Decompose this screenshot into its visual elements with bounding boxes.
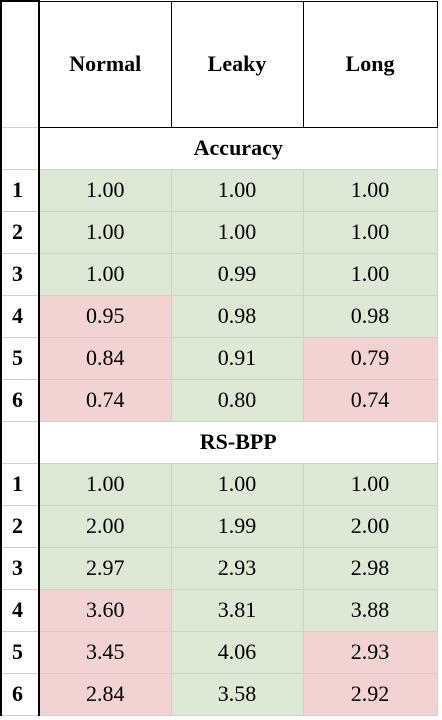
value-cell[interactable]: 0.80 — [170, 378, 304, 422]
value-cell[interactable]: 0.98 — [302, 294, 438, 338]
section-title[interactable]: Accuracy — [38, 126, 438, 170]
value-cell[interactable]: 3.81 — [170, 588, 304, 632]
section-title[interactable]: RS-BPP — [38, 420, 438, 464]
value-cell[interactable]: 3.60 — [38, 588, 172, 632]
row-index[interactable]: 5 — [0, 630, 40, 674]
corner-cell — [0, 0, 40, 128]
value-cell[interactable]: 2.93 — [170, 546, 304, 590]
row-index[interactable]: 1 — [0, 168, 40, 212]
value-cell[interactable]: 4.06 — [170, 630, 304, 674]
section-index-blank — [0, 126, 40, 170]
value-cell[interactable]: 2.93 — [302, 630, 438, 674]
table-row: 5 0.84 0.91 0.79 — [0, 336, 438, 380]
section-header-row: RS-BPP — [0, 420, 438, 464]
column-header-leaky[interactable]: Leaky — [170, 0, 304, 128]
value-cell[interactable]: 1.00 — [170, 210, 304, 254]
row-index[interactable]: 1 — [0, 462, 40, 506]
value-cell[interactable]: 1.99 — [170, 504, 304, 548]
table-row: 3 1.00 0.99 1.00 — [0, 252, 438, 296]
value-cell[interactable]: 2.98 — [302, 546, 438, 590]
value-cell[interactable]: 2.84 — [38, 672, 172, 716]
value-cell[interactable]: 1.00 — [38, 252, 172, 296]
table-row: 2 1.00 1.00 1.00 — [0, 210, 438, 254]
row-index[interactable]: 4 — [0, 294, 40, 338]
value-cell[interactable]: 0.91 — [170, 336, 304, 380]
value-cell[interactable]: 0.79 — [302, 336, 438, 380]
value-cell[interactable]: 2.97 — [38, 546, 172, 590]
value-cell[interactable]: 1.00 — [302, 252, 438, 296]
row-index[interactable]: 6 — [0, 378, 40, 422]
table-row: 4 0.95 0.98 0.98 — [0, 294, 438, 338]
column-header-normal[interactable]: Normal — [38, 0, 172, 128]
column-header-long[interactable]: Long — [302, 0, 438, 128]
table-row: 5 3.45 4.06 2.93 — [0, 630, 438, 674]
row-index[interactable]: 3 — [0, 252, 40, 296]
value-cell[interactable]: 3.88 — [302, 588, 438, 632]
value-cell[interactable]: 2.00 — [38, 504, 172, 548]
row-index[interactable]: 6 — [0, 672, 40, 716]
value-cell[interactable]: 3.58 — [170, 672, 304, 716]
value-cell[interactable]: 0.74 — [302, 378, 438, 422]
value-cell[interactable]: 1.00 — [170, 168, 304, 212]
value-cell[interactable]: 0.74 — [38, 378, 172, 422]
value-cell[interactable]: 1.00 — [38, 210, 172, 254]
value-cell[interactable]: 3.45 — [38, 630, 172, 674]
value-cell[interactable]: 0.99 — [170, 252, 304, 296]
section-header-row: Accuracy — [0, 126, 438, 170]
table-row: 3 2.97 2.93 2.98 — [0, 546, 438, 590]
table-row: 6 0.74 0.80 0.74 — [0, 378, 438, 422]
row-index[interactable]: 2 — [0, 210, 40, 254]
value-cell[interactable]: 0.84 — [38, 336, 172, 380]
section-index-blank — [0, 420, 40, 464]
value-cell[interactable]: 0.98 — [170, 294, 304, 338]
value-cell[interactable]: 1.00 — [302, 462, 438, 506]
value-cell[interactable]: 1.00 — [302, 168, 438, 212]
value-cell[interactable]: 1.00 — [38, 168, 172, 212]
table-row: 1 1.00 1.00 1.00 — [0, 168, 438, 212]
value-cell[interactable]: 2.00 — [302, 504, 438, 548]
row-index[interactable]: 5 — [0, 336, 40, 380]
table-row: 1 1.00 1.00 1.00 — [0, 462, 438, 506]
row-index[interactable]: 4 — [0, 588, 40, 632]
value-cell[interactable]: 1.00 — [38, 462, 172, 506]
value-cell[interactable]: 2.92 — [302, 672, 438, 716]
table-row: 6 2.84 3.58 2.92 — [0, 672, 438, 716]
value-cell[interactable]: 1.00 — [302, 210, 438, 254]
table-row: 4 3.60 3.81 3.88 — [0, 588, 438, 632]
table-row: 2 2.00 1.99 2.00 — [0, 504, 438, 548]
row-index[interactable]: 2 — [0, 504, 40, 548]
value-cell[interactable]: 1.00 — [170, 462, 304, 506]
row-index[interactable]: 3 — [0, 546, 40, 590]
value-cell[interactable]: 0.95 — [38, 294, 172, 338]
column-header-row: Normal Leaky Long — [0, 0, 438, 128]
